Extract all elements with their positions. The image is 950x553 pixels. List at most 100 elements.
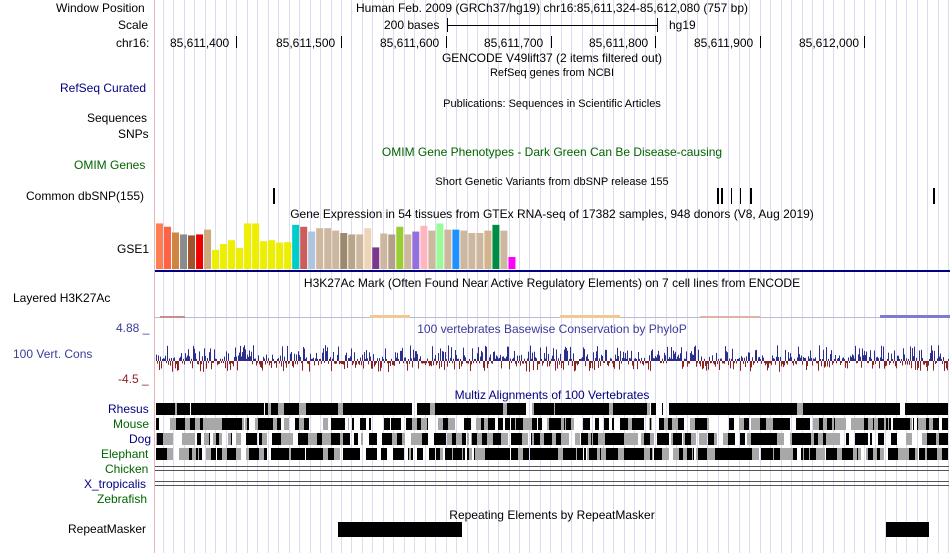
phylop-score-bar [550,361,551,364]
gtex-tissue-bar[interactable] [508,257,516,269]
gtex-tissue-bar[interactable] [324,228,332,269]
gtex-tissue-bar[interactable] [372,247,380,269]
gtex-tissue-bar[interactable] [476,233,484,269]
dbsnp-track-title: Short Genetic Variants from dbSNP releas… [435,176,669,188]
alignment-block [779,433,784,445]
gtex-tissue-bar[interactable] [412,231,420,269]
snps-label[interactable]: SNPs [118,127,149,141]
snp-variant[interactable] [750,188,752,204]
multiz-species-zebrafish[interactable]: Zebrafish [97,492,148,506]
common-dbsnp-label[interactable]: Common dbSNP(155) [26,189,145,203]
alignment-block [484,418,488,430]
phylop-score-bar [858,354,859,361]
phylop-score-bar [366,350,367,361]
gtex-tissue-bar[interactable] [196,234,204,269]
phylop-score-bar [640,361,641,364]
multiz-species-elephant[interactable]: Elephant [101,447,149,461]
gtex-tissue-bar[interactable] [260,241,268,269]
gtex-tissue-bar[interactable] [484,230,492,269]
gtex-tissue-bar[interactable] [468,233,476,269]
gencode-track-title[interactable]: GENCODE V49lift37 (2 items filtered out) [441,51,663,65]
gtex-tissue-bar[interactable] [380,233,388,269]
phylop-score-bar [630,358,631,361]
gtex-tissue-bar[interactable] [156,223,163,269]
snp-variant[interactable] [717,188,719,204]
gtex-tissue-bar[interactable] [236,247,244,269]
gtex-tissue-bar[interactable] [228,240,236,269]
multiz-species-mouse[interactable]: Mouse [113,417,150,431]
snp-variant[interactable] [721,188,723,204]
sequences-label[interactable]: Sequences [87,111,148,125]
gtex-tissue-bar[interactable] [444,229,452,269]
gtex-gene-label[interactable]: GSE1 [117,242,150,256]
repeat-element[interactable] [886,522,929,537]
phylop-score-bar [364,352,365,361]
phylop-score-bar [345,355,346,361]
phylop-score-bar [578,361,579,365]
repeatmasker-label[interactable]: RepeatMasker [68,522,147,536]
gtex-tissue-bar[interactable] [340,233,348,269]
phylop-score-bar [658,350,659,361]
gtex-tissue-bar[interactable] [428,230,436,269]
multiz-species-xtropicalis[interactable]: X_tropicalis [84,477,147,491]
phylop-score-bar [913,356,914,361]
gtex-tissue-bar[interactable] [204,229,212,269]
snp-variant[interactable] [933,188,935,204]
alignment-block [409,448,411,460]
gtex-tissue-bar[interactable] [332,230,340,269]
snp-variant[interactable] [731,188,732,204]
snp-variant[interactable] [740,188,741,204]
gtex-tissue-bar[interactable] [420,225,428,269]
alignment-block [560,403,563,415]
multiz-species-dog[interactable]: Dog [129,432,152,446]
omim-genes-label[interactable]: OMIM Genes [74,158,146,172]
gtex-tissue-bar[interactable] [452,229,460,269]
gtex-tissue-bar[interactable] [284,242,292,269]
gtex-tissue-bar[interactable] [172,232,180,269]
alignment-block [801,448,802,460]
window-position-value[interactable]: Human Feb. 2009 (GRCh37/hg19) chr16:85,6… [355,1,749,15]
gtex-tissue-bar[interactable] [436,223,444,269]
gtex-tissue-bar[interactable] [220,244,228,269]
alignment-block [929,418,931,430]
gridline [791,0,792,553]
snp-variant[interactable] [273,188,275,204]
gtex-tissue-bar[interactable] [500,230,508,269]
vert-cons-label[interactable]: 100 Vert. Cons [13,347,93,361]
gtex-tissue-bar[interactable] [300,226,308,269]
gtex-tissue-bar[interactable] [244,223,252,269]
gtex-tissue-bar[interactable] [356,234,364,269]
gtex-tissue-bar[interactable] [316,228,324,269]
gtex-tissue-bar[interactable] [212,249,220,269]
gtex-tissue-bar[interactable] [252,223,260,269]
gtex-tissue-bar[interactable] [460,230,468,269]
gtex-tissue-bar[interactable] [348,234,356,269]
repeat-element[interactable] [338,522,462,537]
gtex-tissue-bar[interactable] [292,224,300,269]
gtex-tissue-bar[interactable] [180,234,188,269]
alignment-block [521,418,523,430]
gtex-tissue-bar[interactable] [164,226,172,269]
gtex-tissue-bar[interactable] [396,226,404,269]
gtex-tissue-bar[interactable] [268,240,276,269]
refseq-curated-label[interactable]: RefSeq Curated [60,81,147,95]
phylop-score-bar [402,347,403,361]
multiz-species-rhesus[interactable]: Rhesus [108,402,149,416]
multiz-species-chicken[interactable]: Chicken [105,462,149,476]
gtex-tissue-bar[interactable] [492,224,500,269]
phylop-score-bar [749,352,750,361]
alignment-block [810,448,816,460]
gtex-tissue-bar[interactable] [404,234,412,269]
gtex-tissue-bar[interactable] [276,242,284,269]
gtex-tissue-bar[interactable] [364,228,372,269]
gtex-tissue-bar[interactable] [388,234,396,269]
phylop-score-bar [572,361,573,367]
gtex-tissue-bar[interactable] [188,235,196,269]
layered-h3k27ac-label[interactable]: Layered H3K27Ac [13,291,111,305]
gtex-tissue-bar[interactable] [308,231,316,269]
